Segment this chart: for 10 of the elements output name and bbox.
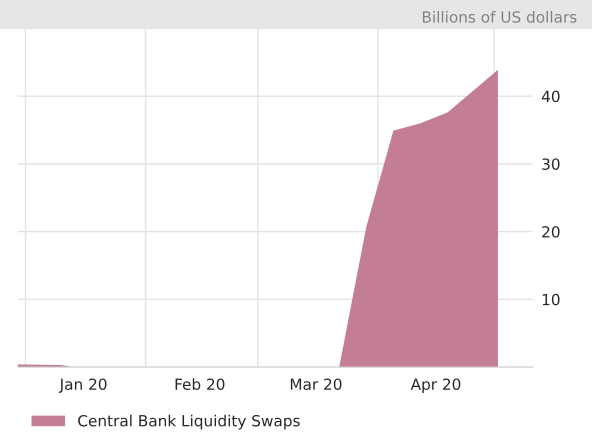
x-tick-label: Jan 20: [58, 378, 106, 393]
x-tick-label: Feb 20: [176, 378, 224, 390]
y-axis-title: Billions of US dollars: [422, 10, 576, 23]
x-tick-label: Apr 20: [410, 378, 460, 393]
y-tick-label: 30: [542, 158, 560, 170]
y-tick-label: 10: [542, 294, 560, 306]
y-tick-label: 20: [542, 226, 560, 238]
y-tick-label: 40: [542, 90, 560, 102]
legend-label: Central Bank Liquidity Swaps: [78, 414, 300, 430]
x-tick-label: Mar 20: [290, 378, 342, 390]
